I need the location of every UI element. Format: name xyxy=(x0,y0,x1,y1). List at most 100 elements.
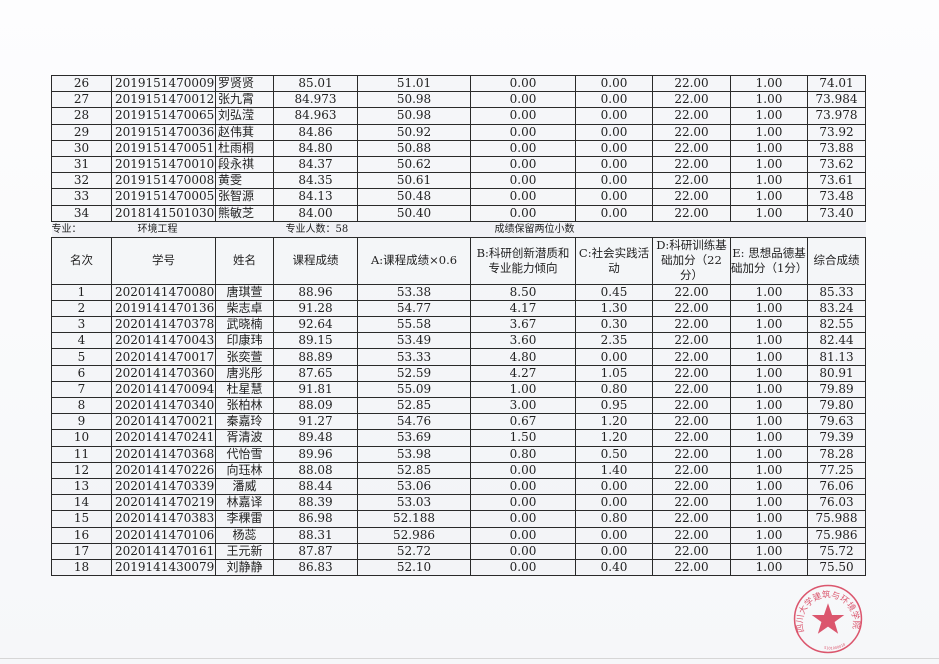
table-cell: 52.85 xyxy=(357,461,471,479)
table-cell: 17 xyxy=(51,542,112,560)
table-cell: 87.65 xyxy=(273,364,358,382)
table-cell: 2020141470339 xyxy=(111,477,216,496)
table-row: 7 2020141470094 杜星慧 91.81 55.09 1.00 0.80 22.00… xyxy=(51,380,866,399)
table-cell: 唐琪萱 xyxy=(215,283,274,301)
table-cell: 1.00 xyxy=(730,172,808,190)
table-cell: 0.00 xyxy=(575,172,653,190)
table-cell: 79.89 xyxy=(807,380,866,399)
table-cell: 0.00 xyxy=(575,188,653,206)
table-cell: 22.00 xyxy=(652,283,731,301)
table-cell: 22.00 xyxy=(652,204,731,222)
precision-note: 成绩保留两位小数 xyxy=(470,221,866,238)
table-cell: 0.00 xyxy=(470,558,576,577)
table-cell: 张智源 xyxy=(215,188,274,206)
table-cell: 2019141430079 xyxy=(111,558,216,577)
table-cell: 55.58 xyxy=(357,316,471,334)
table-cell: 0.00 xyxy=(575,526,653,544)
table-cell: 0.00 xyxy=(575,139,653,157)
table-cell: 2020141470226 xyxy=(111,461,216,479)
table-cell: 罗贤贤 xyxy=(215,74,274,93)
table-cell: 31 xyxy=(51,155,112,174)
table-row: 32 2019151470008 黄雯 84.35 50.61 0.00 0.00 22.00… xyxy=(51,172,866,190)
table-cell: 75.72 xyxy=(807,542,866,560)
column-header: C:社会实践活动 xyxy=(575,236,653,285)
table-cell: 28 xyxy=(51,107,112,125)
table-cell: 1.00 xyxy=(730,494,808,512)
table-row: 8 2020141470340 张柏林 88.09 52.85 3.00 0.95 22.00… xyxy=(51,396,866,415)
table-cell: 0.00 xyxy=(575,494,653,512)
table-cell: 赵伟萁 xyxy=(215,123,274,141)
table-cell: 2019151470009 xyxy=(111,74,216,93)
table-cell: 1.00 xyxy=(730,380,808,399)
table-cell: 15 xyxy=(51,510,112,528)
table-cell: 27 xyxy=(51,91,112,109)
table-cell: 2 xyxy=(51,299,112,318)
table-cell: 92.64 xyxy=(273,316,358,334)
table-cell: 0.00 xyxy=(575,123,653,141)
table-cell: 84.00 xyxy=(273,204,358,222)
table-cell: 2020141470043 xyxy=(111,332,216,350)
table-cell: 75.50 xyxy=(807,558,866,577)
table-cell: 53.69 xyxy=(357,429,471,447)
table-cell: 52.188 xyxy=(357,510,471,528)
table-row: 12 2020141470226 向珏林 88.08 52.85 0.00 1.40 22.0… xyxy=(51,461,866,479)
table-cell: 0.30 xyxy=(575,316,653,334)
table-cell: 0.45 xyxy=(575,283,653,301)
table-cell: 52.59 xyxy=(357,364,471,382)
table-cell: 2020141470017 xyxy=(111,348,216,366)
table-cell: 1.00 xyxy=(730,155,808,174)
table-cell: 3.67 xyxy=(470,316,576,334)
column-header: D:科研训练基础加分（22分） xyxy=(652,236,731,285)
table-cell: 73.88 xyxy=(807,139,866,157)
table-row: 30 2019151470051 杜雨桐 84.80 50.88 0.00 0.00 22.0… xyxy=(51,139,866,157)
table-cell: 0.95 xyxy=(575,396,653,415)
table-cell: 1.00 xyxy=(730,283,808,301)
table-cell: 0.00 xyxy=(470,188,576,206)
table-cell: 林嘉译 xyxy=(215,494,274,512)
table-cell: 秦嘉玲 xyxy=(215,413,274,431)
table-cell: 73.62 xyxy=(807,155,866,174)
table-cell: 杜雨桐 xyxy=(215,139,274,157)
table-cell: 22.00 xyxy=(652,429,731,447)
table-cell: 2020141470241 xyxy=(111,429,216,447)
table-cell: 0.00 xyxy=(470,494,576,512)
table-cell: 1.00 xyxy=(730,445,808,463)
table-cell: 杜星慧 xyxy=(215,380,274,399)
table-row: 18 2019141430079 刘静静 86.83 52.10 0.00 0.40 22.0… xyxy=(51,558,866,577)
table-cell: 22.00 xyxy=(652,348,731,366)
table-cell: 84.35 xyxy=(273,172,358,190)
table-cell: 50.40 xyxy=(357,204,471,222)
table-cell: 88.89 xyxy=(273,348,358,366)
table-cell: 2019141470136 xyxy=(111,299,216,318)
table-cell: 73.48 xyxy=(807,188,866,206)
table-cell: 82.44 xyxy=(807,332,866,350)
table-cell: 29 xyxy=(51,123,112,141)
table-cell: 84.80 xyxy=(273,139,358,157)
table-cell: 1.00 xyxy=(730,348,808,366)
table-row: 16 2020141470106 杨蕊 88.31 52.986 0.00 0.00 22.0… xyxy=(51,526,866,544)
table-cell: 1.00 xyxy=(730,139,808,157)
column-header: 综合成绩 xyxy=(807,236,866,285)
table-cell: 0.00 xyxy=(470,107,576,125)
table-cell: 84.37 xyxy=(273,155,358,174)
table-cell: 79.63 xyxy=(807,413,866,431)
table-cell: 22.00 xyxy=(652,332,731,350)
table-cell: 73.984 xyxy=(807,91,866,109)
table-cell: 52.986 xyxy=(357,526,471,544)
table-cell: 22.00 xyxy=(652,494,731,512)
table-cell: 22.00 xyxy=(652,172,731,190)
table-cell: 79.80 xyxy=(807,396,866,415)
table-cell: 2020141470106 xyxy=(111,526,216,544)
table-cell: 2019151470005 xyxy=(111,188,216,206)
table-cell: 2019151470036 xyxy=(111,123,216,141)
table-cell: 1.20 xyxy=(575,429,653,447)
table-cell: 2020141470383 xyxy=(111,510,216,528)
table-cell: 9 xyxy=(51,413,112,431)
table-row: 31 2019151470010 段永祺 84.37 50.62 0.00 0.00 22.0… xyxy=(51,155,866,174)
table-row: 33 2019151470005 张智源 84.13 50.48 0.00 0.00 22.0… xyxy=(51,188,866,206)
table-cell: 2019151470008 xyxy=(111,172,216,190)
table-cell: 2020141470340 xyxy=(111,396,216,415)
table-cell: 76.03 xyxy=(807,494,866,512)
table-cell: 唐兆彤 xyxy=(215,364,274,382)
table-cell: 88.39 xyxy=(273,494,358,512)
